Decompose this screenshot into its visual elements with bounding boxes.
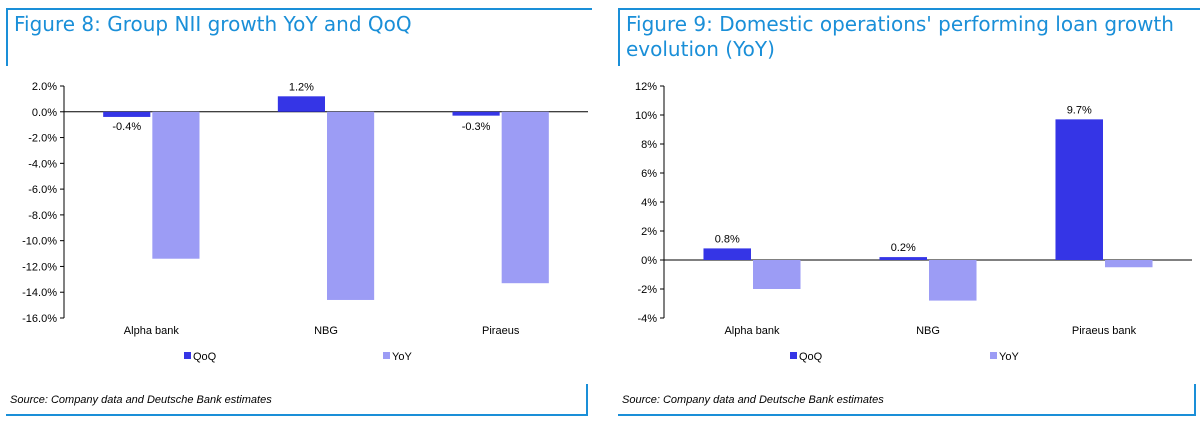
- bar-qoq: [103, 111, 151, 117]
- y-tick-label: 8%: [641, 139, 657, 151]
- title-side-rule: [6, 8, 8, 66]
- y-tick-label: -12.0%: [22, 261, 57, 273]
- legend-swatch-yoy: [990, 352, 997, 359]
- category-label: NBG: [314, 325, 338, 337]
- legend-label-yoy: YoY: [392, 351, 412, 363]
- y-tick-label: -10.0%: [22, 236, 57, 248]
- bar-qoq: [703, 248, 751, 260]
- bar-yoy: [1105, 260, 1153, 268]
- bar-qoq: [879, 257, 927, 260]
- bar-qoq: [1055, 119, 1103, 260]
- y-tick-label: -2.0%: [28, 133, 57, 145]
- y-tick-label: 4%: [641, 197, 657, 209]
- title-rule: [6, 8, 592, 10]
- category-label: NBG: [916, 325, 940, 337]
- source-rule: [618, 414, 1196, 416]
- legend-swatch-qoq: [184, 352, 191, 359]
- data-label: 9.7%: [1067, 104, 1092, 116]
- bar-qoq: [277, 96, 325, 112]
- data-label: -0.3%: [462, 121, 491, 133]
- y-tick-label: 6%: [641, 168, 657, 180]
- figure-9-panel: Figure 9: Domestic operations' performin…: [612, 0, 1200, 420]
- bar-yoy: [501, 111, 549, 284]
- legend-label-qoq: QoQ: [799, 351, 823, 363]
- figure-9-chart: 12% 10% 8% 6% 4% 2% 0% -2% -4% 0.8% Alpha bank 0.2%…: [635, 81, 1192, 363]
- y-tick-label: 12%: [635, 81, 657, 93]
- data-label: 1.2%: [289, 81, 314, 93]
- y-tick-label: 10%: [635, 110, 657, 122]
- category-label: Piraeus bank: [1072, 325, 1137, 337]
- chart-title: Figure 8: Group NII growth YoY and QoQ: [14, 12, 412, 36]
- source-side-rule: [1194, 384, 1196, 416]
- bar-yoy: [929, 260, 977, 301]
- chart-source: Source: Company data and Deutsche Bank e…: [622, 394, 884, 406]
- bar-yoy: [327, 111, 375, 300]
- category-label: Alpha bank: [124, 325, 180, 337]
- chart-source: Source: Company data and Deutsche Bank e…: [10, 394, 272, 406]
- y-tick-label: -4.0%: [28, 158, 57, 170]
- source-side-rule: [586, 384, 588, 416]
- y-tick-label: -4%: [637, 313, 657, 325]
- category-label: Alpha bank: [724, 325, 780, 337]
- chart-title: Figure 9: Domestic operations' performin…: [626, 12, 1174, 61]
- title-rule: [618, 8, 1200, 10]
- legend-label-qoq: QoQ: [193, 351, 217, 363]
- figure-8-panel: Figure 8: Group NII growth YoY and QoQ 2…: [0, 0, 592, 420]
- legend-swatch-qoq: [790, 352, 797, 359]
- figure-8-chart: 2.0% 0.0% -2.0% -4.0% -6.0% -8.0% -10.0% -12.0%…: [22, 81, 588, 363]
- data-label: 0.2%: [891, 242, 916, 254]
- title-side-rule: [618, 8, 620, 66]
- y-tick-label: 0.0%: [32, 107, 57, 119]
- y-tick-label: 0%: [641, 255, 657, 267]
- y-tick-label: -8.0%: [28, 210, 57, 222]
- category-label: Piraeus: [482, 325, 520, 337]
- data-label: -0.4%: [112, 121, 141, 133]
- y-tick-label: 2.0%: [32, 81, 57, 93]
- y-tick-label: -14.0%: [22, 287, 57, 299]
- bar-yoy: [753, 260, 801, 289]
- source-rule: [6, 414, 588, 416]
- y-tick-label: 2%: [641, 226, 657, 238]
- bar-yoy: [152, 111, 200, 259]
- bar-qoq: [452, 111, 500, 116]
- data-label: 0.8%: [715, 233, 740, 245]
- y-tick-label: -6.0%: [28, 184, 57, 196]
- y-tick-label: -16.0%: [22, 313, 57, 325]
- legend-label-yoy: YoY: [999, 351, 1019, 363]
- y-tick-label: -2%: [637, 284, 657, 296]
- legend-swatch-yoy: [383, 352, 390, 359]
